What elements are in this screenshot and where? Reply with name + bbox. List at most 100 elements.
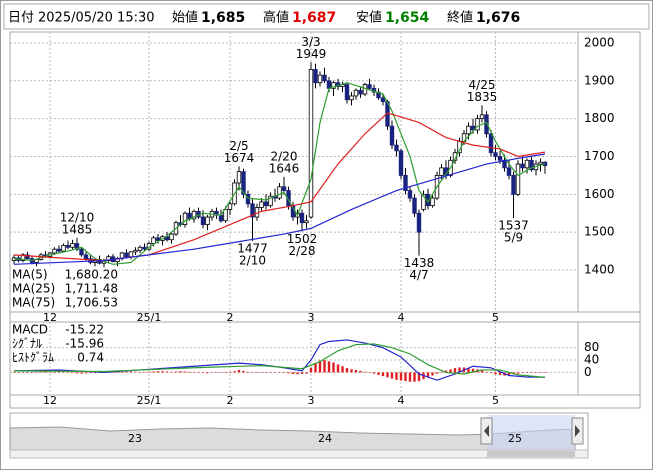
candle-body xyxy=(511,175,516,195)
candle-body xyxy=(353,89,359,97)
y-tick-label: 80 xyxy=(584,340,599,354)
histogram-bar xyxy=(116,372,119,373)
histogram-bar xyxy=(498,372,502,375)
candle-body xyxy=(497,156,503,161)
histogram-bar xyxy=(368,372,371,373)
annotation-price: 1477 xyxy=(237,241,268,255)
candle-body xyxy=(412,197,417,214)
candle-body xyxy=(367,84,372,89)
candle-body xyxy=(128,251,134,258)
annotation-price: 1438 xyxy=(404,256,435,270)
histogram-bar xyxy=(287,372,290,374)
histogram-bar xyxy=(296,372,299,375)
scrollbar-thumb[interactable] xyxy=(487,451,575,457)
candle-body xyxy=(421,193,426,210)
candle-body xyxy=(398,150,404,176)
histogram-bar xyxy=(413,372,416,382)
histogram-bar xyxy=(417,372,421,382)
histogram-bar xyxy=(363,371,367,373)
legend-name: MA(5) xyxy=(12,268,48,282)
histogram-bar xyxy=(485,371,488,373)
candle-body xyxy=(20,254,26,261)
candle-body xyxy=(61,245,66,252)
histogram-bar xyxy=(390,372,394,379)
histogram-bar xyxy=(233,371,236,373)
histogram-bar xyxy=(318,360,322,373)
histogram-bar xyxy=(188,371,191,373)
annotation-price: 1485 xyxy=(62,222,93,236)
candle-body xyxy=(236,171,242,184)
histogram-bar xyxy=(237,369,241,373)
navigator-label: 25 xyxy=(508,432,522,445)
annotation-date: 3/3 xyxy=(301,35,320,49)
candle-body xyxy=(416,212,422,233)
y-tick-label: 1600 xyxy=(584,187,615,201)
candle-body xyxy=(79,248,84,256)
candle-body xyxy=(520,163,525,169)
histogram-bar xyxy=(467,368,470,373)
legend-value: -15.96 xyxy=(65,337,104,351)
candle-body xyxy=(205,216,210,225)
histogram-bar xyxy=(494,372,497,375)
histogram-bar xyxy=(278,372,281,373)
candle-body xyxy=(475,118,480,131)
histogram-bar xyxy=(449,369,452,373)
x-tick-label: 12 xyxy=(43,311,57,324)
histogram-bar xyxy=(53,372,56,373)
histogram-bar xyxy=(219,372,223,373)
candle-body xyxy=(349,95,354,101)
histogram-bar xyxy=(516,372,520,374)
histogram-bar xyxy=(372,372,376,374)
x-tick-label: 2 xyxy=(227,394,234,407)
histogram-bar xyxy=(354,369,358,373)
candle-body xyxy=(439,167,444,176)
histogram-bar xyxy=(264,372,268,373)
annotation-date: 2/5 xyxy=(229,139,248,153)
candle-body xyxy=(223,209,228,222)
histogram-bar xyxy=(255,372,259,374)
field-value: 1,685 xyxy=(201,10,245,26)
legend-value: 1,711.48 xyxy=(65,282,118,296)
candle-body xyxy=(218,214,224,222)
field-value: 1,654 xyxy=(385,10,430,26)
histogram-bar xyxy=(489,372,493,374)
histogram-bar xyxy=(93,372,97,373)
y-tick-label: 0 xyxy=(584,365,592,379)
candle-body xyxy=(403,175,408,191)
legend-value: 0.74 xyxy=(77,351,104,365)
candle-body xyxy=(313,69,318,84)
candle-body xyxy=(250,203,255,218)
histogram-bar xyxy=(386,372,389,378)
annotation-date: 2/10 xyxy=(239,253,266,267)
candle-body xyxy=(56,248,62,252)
histogram-bar xyxy=(192,372,196,373)
histogram-bar xyxy=(210,372,214,373)
candle-body xyxy=(25,254,30,260)
histogram-bar xyxy=(314,363,317,373)
histogram-bar xyxy=(183,371,187,373)
x-tick-label: 25/1 xyxy=(137,311,162,324)
annotation-date: 4/7 xyxy=(409,268,428,282)
candle-body xyxy=(83,254,89,260)
annotation-date: 4/25 xyxy=(469,78,496,92)
candle-body xyxy=(506,167,512,176)
scrollbar[interactable] xyxy=(9,449,589,459)
histogram-bar xyxy=(12,371,16,373)
candle-body xyxy=(322,74,327,82)
histogram-bar xyxy=(35,372,38,373)
histogram-bar xyxy=(327,361,331,373)
histogram-bar xyxy=(332,362,335,373)
histogram-bar xyxy=(534,372,538,373)
histogram-bar xyxy=(156,371,160,373)
legend-name: MACD xyxy=(12,323,48,337)
annotation-date: 12/10 xyxy=(60,210,95,224)
candle-body xyxy=(488,133,494,154)
macd-line xyxy=(13,339,546,381)
candle-body xyxy=(470,125,476,131)
candle-body xyxy=(304,220,309,224)
field-value: 1,676 xyxy=(476,10,520,26)
ma-line xyxy=(13,153,546,265)
histogram-bar xyxy=(251,372,254,373)
candle-body xyxy=(164,236,170,241)
